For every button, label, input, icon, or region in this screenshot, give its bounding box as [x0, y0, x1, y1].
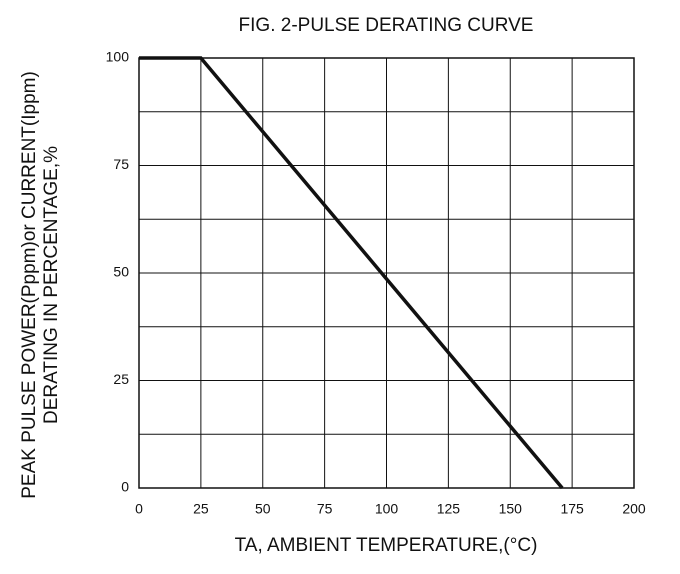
y-axis-label-line: DERATING IN PERCENTAGE,%	[41, 146, 62, 424]
x-axis-label: TA, AMBIENT TEMPERATURE,(°C)	[235, 535, 538, 556]
x-tick-label: 125	[437, 501, 461, 517]
x-tick-label: 175	[560, 501, 584, 517]
y-tick-label: 50	[113, 264, 129, 280]
y-tick-label: 75	[113, 156, 129, 172]
series-line	[139, 56, 564, 490]
plot-frame	[138, 57, 635, 489]
y-tick-label: 0	[121, 479, 129, 495]
x-tick-label: 0	[135, 501, 143, 517]
chart-title: FIG. 2-PULSE DERATING CURVE	[239, 15, 534, 36]
y-tick-label: 100	[106, 49, 130, 65]
y-axis-label-line: PEAK PULSE POWER(Pppm)or CURRENT(Ippm)	[19, 71, 40, 499]
x-tick-label: 200	[622, 501, 646, 517]
y-axis-label: PEAK PULSE POWER(Pppm)or CURRENT(Ippm) D…	[19, 71, 62, 499]
x-tick-label: 150	[499, 501, 523, 517]
x-tick-label: 100	[375, 501, 399, 517]
x-tick-label: 25	[193, 501, 209, 517]
x-tick-label: 50	[255, 501, 271, 517]
y-tick-label: 25	[113, 371, 129, 387]
x-tick-label: 75	[317, 501, 333, 517]
